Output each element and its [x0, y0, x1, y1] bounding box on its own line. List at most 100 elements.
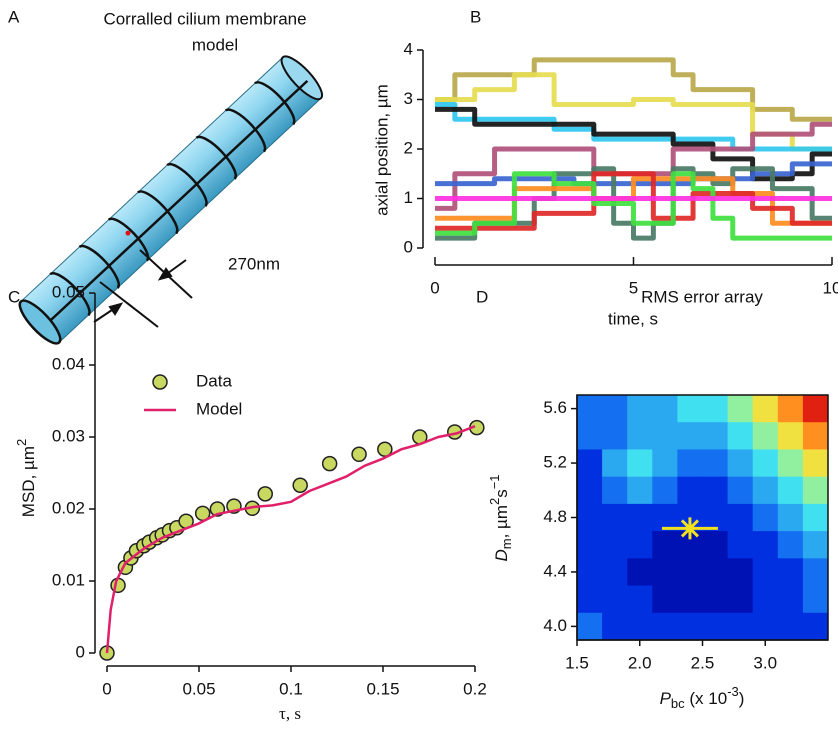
panel-label: D	[476, 287, 488, 306]
label-part: MSD, µm	[19, 446, 38, 517]
x-tick-label: 5	[629, 278, 638, 297]
heat-cell	[652, 422, 678, 450]
y-tick-label: 0.03	[52, 426, 85, 445]
y-tick-label: 0.04	[52, 354, 85, 373]
heat-cell	[677, 476, 703, 505]
heat-cell	[752, 612, 779, 641]
x-tick-label: 0.15	[366, 679, 399, 698]
label-sup: 2	[14, 439, 29, 446]
panel-label: B	[470, 7, 481, 26]
x-axis-label: τ, s	[279, 704, 301, 723]
dimension	[93, 249, 193, 328]
trace	[435, 57, 832, 122]
heat-cell	[652, 449, 678, 478]
heat-cell	[602, 476, 628, 505]
data-point	[377, 441, 393, 457]
heat-cell	[752, 531, 779, 559]
legend-label: Model	[196, 399, 242, 418]
heat-cell	[702, 395, 729, 423]
heat-cell	[752, 558, 779, 587]
label-part: P	[660, 689, 672, 708]
heat-cell	[652, 612, 678, 641]
x-tick-label: 0.05	[182, 679, 215, 698]
heat-cell	[627, 612, 653, 641]
x-tick-label: 0	[102, 679, 111, 698]
x-tick-label: 1.5	[565, 653, 589, 672]
heat-cell	[802, 449, 829, 478]
heat-cell	[577, 422, 603, 450]
y-axis-label: MSD, µm2	[14, 439, 38, 517]
y-tick-label: 0.05	[52, 282, 85, 301]
heat-cell	[627, 395, 653, 423]
heat-cell	[802, 476, 829, 505]
heat-cell	[752, 395, 779, 423]
trace	[435, 106, 832, 182]
y-tick-label: 4.8	[543, 507, 567, 526]
y-tick-label: 0	[404, 237, 413, 256]
diagram-title: Corralled cilium membrane	[103, 9, 306, 28]
heat-cell	[577, 558, 603, 587]
x-tick-label: 3.0	[753, 653, 777, 672]
x-tick-label: 0	[430, 278, 439, 297]
heat-cell	[777, 449, 804, 478]
heat-cell	[727, 531, 754, 559]
heat-cell	[602, 449, 628, 478]
heat-cell	[727, 612, 754, 641]
heat-cell	[652, 395, 678, 423]
heat-cell	[577, 449, 603, 478]
heat-cell	[702, 612, 729, 641]
y-tick-label: 4.4	[543, 561, 567, 580]
heat-cell	[652, 476, 678, 505]
trace	[435, 166, 832, 241]
heat-cell	[577, 395, 603, 423]
heat-cell	[777, 422, 804, 450]
label-part: , µm	[492, 505, 511, 538]
heat-cell	[702, 476, 729, 505]
heat-cell	[677, 585, 703, 614]
y-tick-label: 0	[76, 642, 85, 661]
heat-cell	[652, 585, 678, 614]
label-part: s	[492, 489, 511, 498]
heat-cell	[802, 531, 829, 559]
legend-marker	[152, 374, 168, 390]
heat-cell	[602, 612, 628, 641]
label-sub: bc	[671, 696, 685, 711]
panel-label: C	[8, 287, 20, 306]
heat-cell	[802, 612, 829, 641]
heat-cell	[777, 395, 804, 423]
heat-cell	[777, 531, 804, 559]
y-axis-label: axial position, µm	[372, 84, 391, 216]
y-axis-label: Dm, µm2s−1	[487, 474, 514, 561]
data-point	[292, 477, 308, 493]
heat-cell	[627, 558, 653, 587]
x-axis-label: time, s	[608, 309, 658, 328]
heat-cell	[727, 503, 754, 532]
heat-cell	[652, 558, 678, 587]
heat-cell	[727, 395, 754, 423]
data-point	[257, 486, 273, 502]
heat-cell	[627, 531, 653, 559]
heat-cell	[752, 449, 779, 478]
heat-cell	[702, 422, 729, 450]
heat-cell	[752, 422, 779, 450]
x-axis-label: Pbc (x 10-3)	[660, 684, 745, 711]
heat-cell	[727, 585, 754, 614]
y-tick-label: 4.0	[543, 616, 567, 635]
heat-cell	[777, 558, 804, 587]
x-tick-label: 2.0	[628, 653, 652, 672]
heat-cell	[727, 558, 754, 587]
x-tick-label: 2.5	[691, 653, 715, 672]
heat-cell	[777, 612, 804, 641]
heat-cell	[752, 585, 779, 614]
trace	[435, 171, 832, 241]
heat-cell	[602, 503, 628, 532]
heat-cell	[777, 585, 804, 614]
label-sup: −1	[487, 474, 502, 489]
heat-cell	[602, 558, 628, 587]
heat-cell	[727, 449, 754, 478]
trace	[105, 425, 476, 654]
cilium	[18, 55, 324, 345]
heat-cell	[752, 476, 779, 505]
heat-cell	[602, 531, 628, 559]
